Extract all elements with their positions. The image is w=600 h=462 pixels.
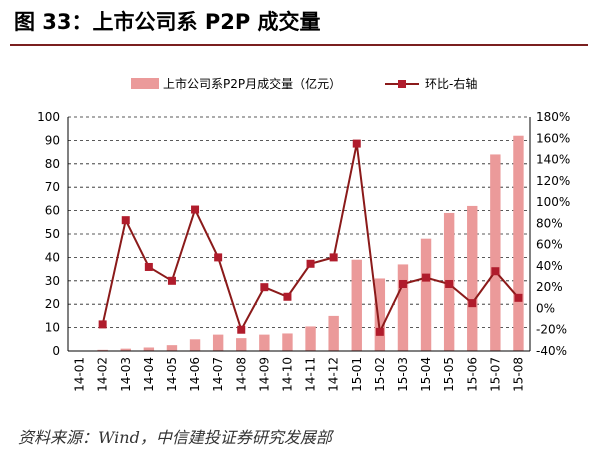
bar [305,326,316,351]
legend-label-line: 环比-右轴 [425,76,477,91]
legend: 上市公司系P2P月成交量（亿元） 环比-右轴 [131,76,477,91]
y-right-tick-label: 100% [536,195,570,209]
line-point [422,273,431,282]
x-tick-label: 14-09 [257,357,271,392]
y-left-tick-label: 70 [45,180,60,194]
y-left-tick-label: 80 [45,157,60,171]
y-right-tick-label: 0% [536,301,555,315]
y-left-tick-label: 60 [45,204,60,218]
y-right-tick-label: 120% [536,174,570,188]
axes: 0 10 20 30 40 50 60 70 80 90 100 -40% -20% 0% 20% 40% 60… [37,110,570,392]
x-tick-label: 15-08 [511,357,525,392]
line-point [329,253,338,262]
line-series [98,139,523,336]
line-point [375,327,384,336]
line-point [260,283,269,292]
bar [97,349,108,351]
y-left-tick-label: 100 [37,110,60,124]
line-point [98,320,107,329]
bar-series [74,135,524,351]
series-line [101,143,520,336]
line-point [398,279,407,288]
y-right-tick-label: 160% [536,131,570,145]
legend-label-bar: 上市公司系P2P月成交量（亿元） [163,76,341,91]
y-left-tick-label: 50 [45,227,60,241]
y-left-tick-label: 20 [45,297,60,311]
line-point [514,293,523,302]
y-right-tick-label: -40% [536,344,567,358]
y-right-tick-label: 80% [536,216,563,230]
title-divider [10,44,588,46]
x-tick-label: 15-07 [488,357,502,392]
bar [490,154,501,351]
bar [259,334,270,351]
bar [467,205,478,351]
y-right-tick-label: 40% [536,259,563,273]
gridlines [68,116,530,329]
line-point [144,262,153,271]
x-tick-label: 14-02 [96,357,110,392]
legend-swatch-marker [398,80,406,88]
line-point [214,253,223,262]
y-right-tick-label: 140% [536,153,570,167]
line-point [121,216,130,225]
y-left-tick-label: 10 [45,321,60,335]
x-tick-label: 14-01 [73,357,87,392]
y-left-tick-label: 30 [45,274,60,288]
x-tick-label: 15-02 [373,357,387,392]
line-point [191,205,200,214]
line-point [237,325,246,334]
x-tick-label: 14-10 [280,357,294,392]
bar [143,347,155,351]
x-tick-label: 14-07 [211,357,225,392]
x-tick-label: 15-05 [442,357,456,392]
x-tick-label: 14-11 [304,357,318,392]
line-point [468,299,477,308]
bar [236,338,247,351]
bar [282,333,293,351]
bar [397,264,409,351]
x-tick-label: 15-04 [419,357,433,392]
y-left-tick-label: 0 [52,344,60,358]
line-point [306,259,315,268]
x-tick-label: 14-04 [142,357,156,392]
legend-swatch-bar [131,78,159,89]
line-point [352,139,361,148]
bar [513,135,524,351]
chart-title: 图 33：上市公司系 P2P 成交量 [14,10,321,34]
x-tick-label: 14-03 [119,357,133,392]
x-tick-label: 15-03 [396,357,410,392]
x-tick-label: 14-08 [234,357,248,392]
line-point [491,267,500,276]
y-right-tick-label: 180% [536,110,570,124]
y-right-tick-label: 60% [536,238,563,252]
x-tick-label: 15-01 [350,357,364,392]
bar [166,345,178,351]
x-tick-label: 15-06 [465,357,479,392]
x-tick-label: 14-12 [327,357,341,392]
y-left-tick-label: 40 [45,250,60,264]
bar [420,238,432,351]
bar [374,278,386,351]
bar [351,259,362,351]
y-left-tick-label: 90 [45,133,60,147]
x-tick-label: 14-06 [188,357,202,392]
bar [120,348,131,351]
line-point [167,276,176,285]
line-point [445,279,454,288]
x-tick-label: 14-05 [165,357,179,392]
line-point [283,292,292,301]
bar [212,334,224,351]
source-note: 资料来源：Wind，中信建投证券研究发展部 [18,428,332,447]
y-right-tick-label: 20% [536,280,563,294]
bar [328,315,339,351]
bar [189,339,201,351]
y-right-tick-label: -20% [536,323,567,337]
